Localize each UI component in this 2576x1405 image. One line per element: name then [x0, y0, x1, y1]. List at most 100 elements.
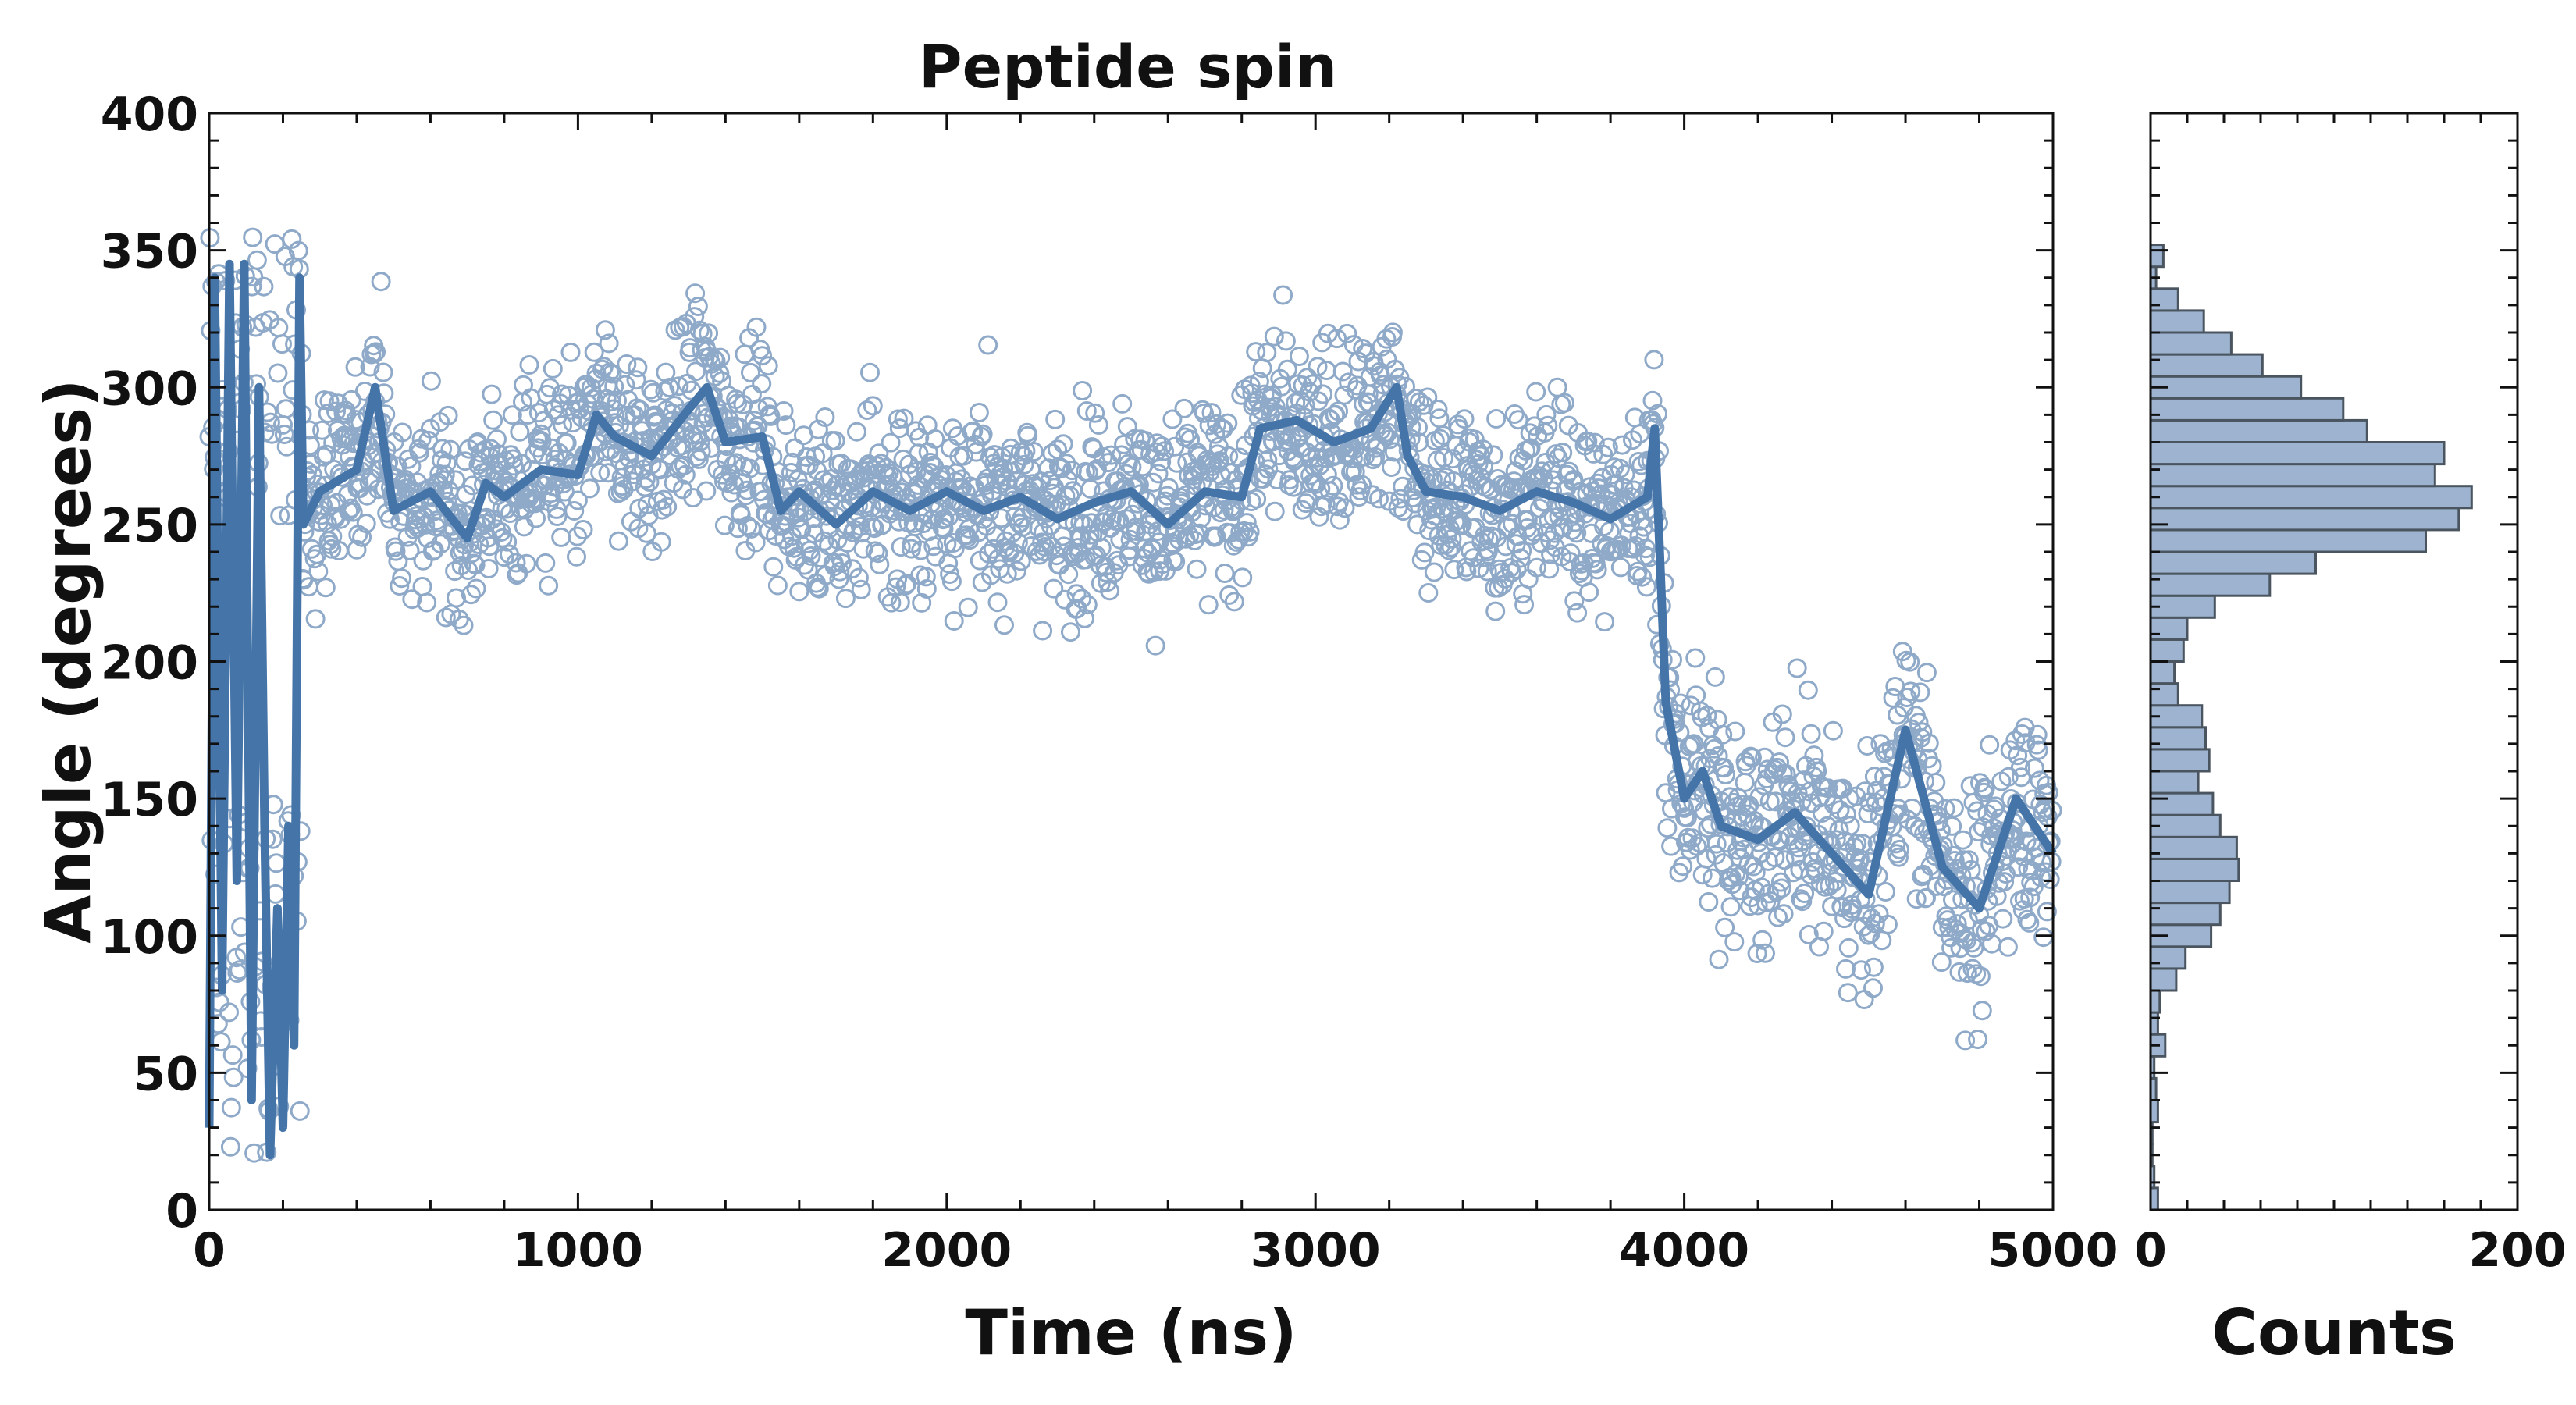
- data-point: [2024, 758, 2044, 778]
- data-point: [1735, 772, 1755, 792]
- data-point: [221, 1097, 241, 1118]
- data-point: [941, 571, 962, 592]
- data-point: [847, 422, 866, 442]
- data-point: [1854, 990, 1874, 1009]
- data-point: [599, 333, 619, 354]
- histogram-bar: [2149, 572, 2272, 597]
- data-point: [1514, 595, 1535, 615]
- data-point: [1334, 385, 1354, 405]
- data-point: [870, 554, 890, 574]
- data-point: [604, 376, 624, 397]
- data-point: [1476, 539, 1496, 560]
- data-point: [1975, 779, 1995, 799]
- data-point: [1770, 872, 1791, 892]
- data-point: [1877, 914, 1898, 934]
- data-point: [1673, 856, 1693, 877]
- data-point: [1418, 583, 1439, 603]
- data-point: [1122, 457, 1142, 477]
- data-point: [1080, 478, 1101, 499]
- data-point: [432, 439, 453, 459]
- data-point: [925, 429, 945, 449]
- data-point: [945, 539, 965, 559]
- data-point: [507, 565, 527, 585]
- data-point: [1033, 621, 1053, 641]
- data-point: [247, 250, 267, 270]
- data-point: [1912, 722, 1933, 742]
- data-point: [789, 582, 809, 602]
- data-point: [710, 347, 731, 368]
- data-point: [1818, 778, 1838, 799]
- x-axis-label: Time (ns): [965, 1297, 1297, 1369]
- data-point: [831, 454, 852, 474]
- data-point: [2038, 782, 2058, 802]
- data-point: [268, 363, 288, 383]
- data-point: [835, 589, 856, 609]
- main-plot: 0 1000 2000 3000 4000 5000 0 50 100 150 200 250 300 3…: [101, 87, 2119, 1278]
- data-point: [1454, 409, 1475, 429]
- data-point: [1628, 561, 1648, 582]
- data-point: [957, 528, 977, 548]
- data-point: [1829, 820, 1849, 840]
- data-point: [1703, 868, 1722, 888]
- data-point: [688, 297, 708, 316]
- data-point: [2011, 767, 2031, 788]
- data-point: [1536, 404, 1557, 425]
- data-point: [675, 464, 696, 485]
- x-tick-label: 3000: [1251, 1223, 1381, 1278]
- data-point: [987, 592, 1008, 613]
- data-point: [1038, 458, 1059, 478]
- data-point: [1191, 508, 1212, 528]
- data-point: [1838, 937, 1859, 958]
- data-point: [1980, 735, 2000, 755]
- data-point: [413, 550, 433, 571]
- data-point: [222, 1045, 243, 1065]
- data-point: [282, 229, 302, 249]
- data-point: [531, 424, 551, 444]
- data-point: [1863, 957, 1884, 977]
- data-point: [1539, 559, 1560, 579]
- data-point: [326, 401, 346, 422]
- data-point: [543, 358, 563, 379]
- data-point: [1901, 681, 1921, 702]
- data-point: [552, 384, 572, 404]
- data-point: [1258, 450, 1278, 470]
- data-point: [1706, 834, 1727, 854]
- data-point: [1709, 949, 1729, 969]
- data-point: [319, 391, 340, 411]
- data-point: [1648, 404, 1668, 424]
- data-point: [557, 433, 577, 453]
- data-point: [2031, 867, 2051, 887]
- data-point: [1343, 448, 1363, 468]
- data-point: [482, 384, 502, 404]
- data-point: [1007, 560, 1027, 581]
- histogram-bar: [2149, 791, 2215, 816]
- data-point: [954, 446, 973, 466]
- data-point: [276, 399, 296, 419]
- histogram-bar: [2149, 594, 2216, 619]
- data-point: [904, 484, 924, 504]
- data-point: [997, 564, 1017, 584]
- histogram-bar: [2149, 485, 2473, 510]
- data-point: [270, 506, 290, 526]
- data-point: [692, 323, 713, 343]
- data-point: [1289, 347, 1309, 366]
- data-point: [1319, 481, 1340, 501]
- data-point: [1053, 434, 1073, 454]
- data-point: [1957, 963, 1977, 984]
- data-point: [1699, 892, 1719, 912]
- data-point: [738, 516, 758, 535]
- data-point: [1148, 464, 1169, 484]
- data-point: [540, 378, 560, 398]
- data-point: [506, 553, 526, 573]
- y-tick-label: 300: [101, 361, 198, 416]
- data-point: [567, 546, 586, 567]
- data-point: [392, 568, 412, 589]
- data-point: [706, 351, 726, 372]
- data-point: [1155, 441, 1174, 461]
- data-point: [1798, 680, 1818, 700]
- data-point: [1838, 983, 1858, 1003]
- main-axis-ticks: 0 1000 2000 3000 4000 5000 0 50 100 150 200 250 300 3…: [101, 87, 2119, 1278]
- data-point: [1265, 501, 1285, 521]
- data-point: [1147, 521, 1168, 541]
- data-point: [1926, 773, 1946, 792]
